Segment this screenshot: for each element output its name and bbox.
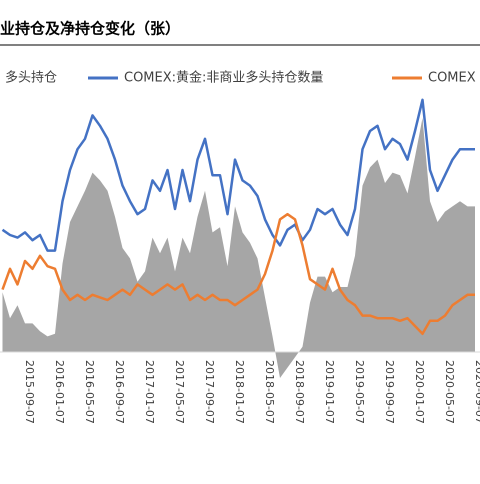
- x-tick-label: 2016-09-07: [113, 360, 126, 424]
- x-tick-label: 2018-09-07: [293, 360, 306, 424]
- legend-item: COMEX: [392, 71, 476, 86]
- x-tick-label: 2016-05-07: [83, 360, 96, 424]
- chart-title: 业持仓及净持仓变化（张）: [0, 20, 180, 38]
- legend-item: 多头持仓: [5, 70, 57, 86]
- x-tick-label: 2018-05-07: [263, 360, 276, 424]
- legend-label: COMEX: [428, 71, 476, 86]
- x-tick-label: 2017-09-07: [203, 360, 216, 424]
- x-tick-label: 2019-09-07: [383, 360, 396, 424]
- x-tick-label: 2015-09-07: [23, 360, 36, 424]
- x-tick-label: 2020-09-07: [473, 360, 480, 424]
- series-line: [1, 98, 475, 252]
- x-tick-label: 2018-01-07: [233, 360, 246, 424]
- legend-label: 多头持仓: [5, 70, 57, 86]
- x-tick-label: 2019-05-07: [353, 360, 366, 424]
- series-line: [1, 212, 475, 336]
- x-tick-label: 2017-05-07: [173, 360, 186, 424]
- x-tick-label: 2017-01-07: [143, 360, 156, 424]
- x-tick-label: 2016-01-07: [53, 360, 66, 424]
- legend-label: COMEX:黄金:非商业多头持仓数量: [124, 70, 323, 86]
- x-tick-label: 2020-01-07: [413, 360, 426, 424]
- x-tick-label: 2019-01-07: [323, 360, 336, 424]
- legend-item: COMEX:黄金:非商业多头持仓数量: [88, 70, 323, 86]
- net-area: [2, 118, 475, 378]
- x-tick-label: 2020-05-07: [443, 360, 456, 424]
